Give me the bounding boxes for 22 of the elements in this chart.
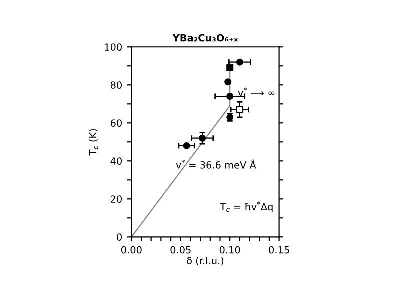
y-tick-label: 20 bbox=[110, 196, 122, 203]
y-tick-label: 100 bbox=[105, 44, 122, 51]
point bbox=[226, 93, 234, 100]
y-tick-label: 80 bbox=[110, 82, 122, 89]
point bbox=[224, 78, 232, 86]
chart-title: YBa₂Cu₃O₆₊ₓ bbox=[172, 34, 238, 42]
y-axis-title: T$_{c}$ (K) bbox=[89, 129, 98, 156]
x-axis-title: δ (r.l.u.) bbox=[187, 256, 224, 266]
y-tick-label: 40 bbox=[110, 158, 122, 165]
annotation: v$^{*}$ = 36.6 meV Å bbox=[176, 160, 256, 169]
point bbox=[183, 142, 190, 150]
point bbox=[199, 134, 206, 142]
point bbox=[226, 64, 234, 72]
x-tick-label: 0.05 bbox=[170, 246, 191, 254]
y-tick-label: 60 bbox=[110, 120, 122, 127]
annotation: T$_{c}$ = ħv$^{*}$Δq bbox=[220, 202, 273, 212]
x-tick-label: 0.10 bbox=[220, 246, 240, 254]
point bbox=[236, 58, 244, 66]
x-tick-label: 0.15 bbox=[269, 246, 290, 254]
point bbox=[236, 106, 244, 114]
y-tick-label: 0 bbox=[117, 234, 122, 241]
x-tick-label: 0.00 bbox=[121, 246, 142, 254]
